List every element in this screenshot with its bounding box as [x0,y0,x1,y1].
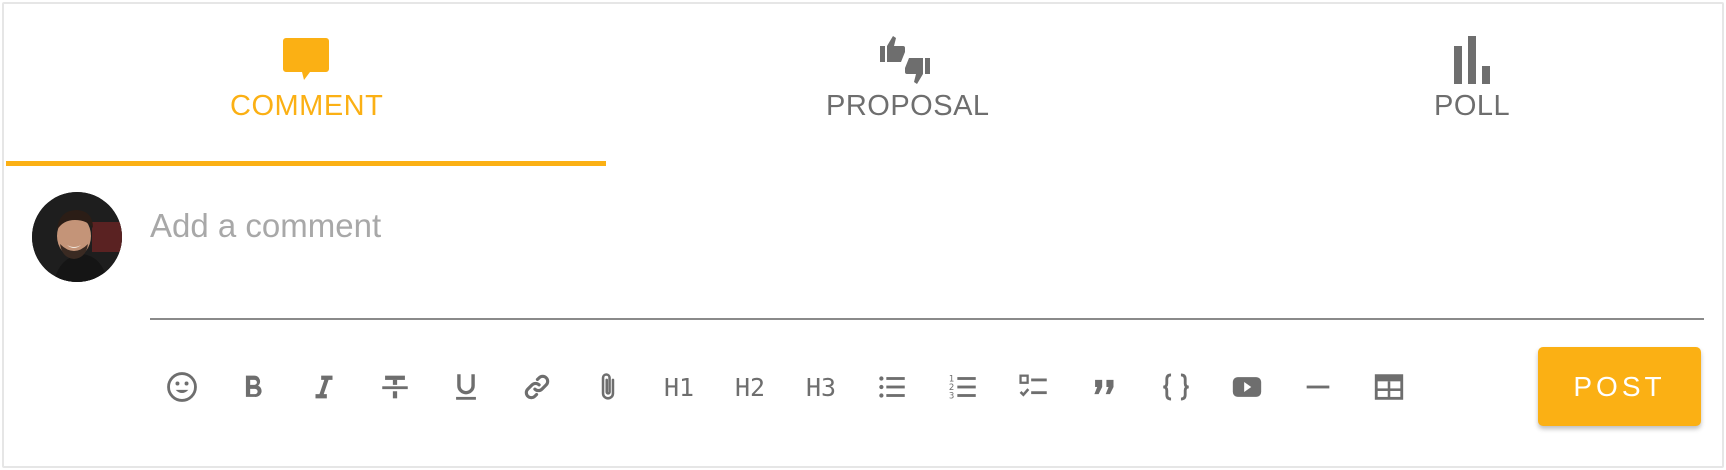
horizontal-rule-icon [1306,385,1330,389]
code-block-icon [1163,373,1189,401]
table-icon [1374,374,1404,400]
horizontal-rule-button[interactable] [1286,354,1350,420]
thumbs-up-down-icon [880,36,930,84]
tab-poll[interactable]: POLL [1206,4,1724,166]
user-avatar [32,192,122,282]
avatar-photo-icon [32,192,122,282]
heading-2-label: H2 [734,372,766,402]
bold-button[interactable] [221,354,285,420]
link-icon [524,374,550,400]
link-button[interactable] [505,354,569,420]
bullet-list-icon [879,376,905,398]
heading-3-button[interactable]: H3 [789,354,853,420]
composer-tabs: COMMENT PROPOSAL POLL [6,4,1724,166]
strikethrough-icon [382,375,408,399]
table-button[interactable] [1357,354,1421,420]
heading-3-label: H3 [805,372,837,402]
checklist-button[interactable] [1002,354,1066,420]
video-button[interactable] [1215,354,1279,420]
post-button[interactable]: POST [1538,347,1701,426]
bold-icon [245,375,262,397]
bar-chart-icon [1454,36,1490,84]
tab-proposal[interactable]: PROPOSAL [606,4,1206,166]
tab-comment-label: COMMENT [230,90,384,122]
heading-1-button[interactable]: H1 [647,354,711,420]
svg-text:3: 3 [949,391,954,401]
bullet-list-button[interactable] [860,354,924,420]
attachment-button[interactable] [576,354,640,420]
tab-poll-label: POLL [1434,90,1511,122]
numbered-list-icon: 1 2 3 [949,374,976,401]
underline-button[interactable] [434,354,498,420]
active-tab-indicator [6,161,606,166]
checklist-icon [1019,374,1047,397]
quote-button[interactable] [1073,354,1137,420]
heading-2-button[interactable]: H2 [718,354,782,420]
code-block-button[interactable] [1144,354,1208,420]
tab-comment[interactable]: COMMENT [6,4,606,166]
numbered-list-button[interactable]: 1 2 3 [931,354,995,420]
emoji-icon [167,372,197,402]
emoji-button[interactable] [150,354,214,420]
svg-text:2: 2 [949,383,954,393]
tab-proposal-label: PROPOSAL [826,90,990,122]
comment-icon [283,38,329,80]
formatting-toolbar: H1 H2 H3 1 2 3 [150,354,1410,420]
underline-icon [456,374,476,400]
italic-icon [315,375,333,399]
heading-1-label: H1 [663,372,695,402]
quote-icon [1094,379,1114,395]
video-icon [1232,377,1262,397]
attachment-icon [601,373,615,400]
strikethrough-button[interactable] [363,354,427,420]
italic-button[interactable] [292,354,356,420]
svg-text:1: 1 [949,374,954,384]
comment-input[interactable] [150,204,1704,320]
